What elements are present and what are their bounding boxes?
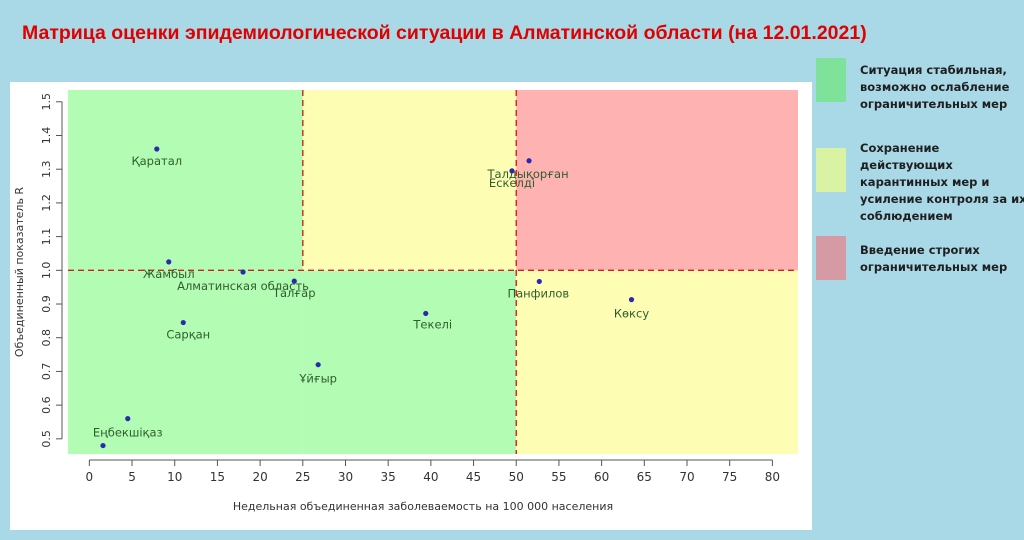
scatter-chart: 0 5 10 15 20 25 30 35 40 45 50 55 60 65 70 75 80 0.5 0.6 0.… bbox=[13, 90, 798, 513]
point-label: Сарқан bbox=[166, 328, 210, 342]
x-tick-label: 10 bbox=[167, 470, 182, 484]
data-point bbox=[536, 278, 542, 285]
chart-title: Матрица оценки эпидемиологической ситуац… bbox=[22, 22, 867, 44]
zone-stable-left bbox=[68, 90, 303, 454]
legend-swatch-stable bbox=[816, 58, 846, 102]
point-label: Талғар bbox=[272, 286, 316, 300]
x-tick-label: 30 bbox=[338, 470, 353, 484]
y-tick-label: 1.3 bbox=[40, 160, 53, 178]
y-tick-label: 1.4 bbox=[40, 127, 53, 145]
zone-maintain-top bbox=[302, 90, 517, 271]
data-point bbox=[180, 319, 186, 326]
data-point bbox=[509, 168, 515, 174]
x-tick-label: 5 bbox=[128, 470, 136, 484]
legend-swatch-maintain bbox=[816, 148, 846, 192]
legend-label-maintain: Сохранение действующих карантинных мер и… bbox=[860, 141, 1024, 223]
data-point bbox=[526, 158, 532, 164]
x-tick-label: 0 bbox=[86, 470, 94, 484]
y-tick-label: 0.6 bbox=[40, 396, 53, 414]
x-tick-label: 20 bbox=[252, 470, 267, 484]
point-label: Ескелді bbox=[489, 176, 535, 190]
zone-stable-bottom bbox=[302, 270, 517, 454]
point-label: Текелі bbox=[412, 317, 452, 331]
x-axis-label: Недельная объединенная заболеваемость на… bbox=[233, 500, 613, 513]
y-tick-label: 0.7 bbox=[40, 363, 53, 381]
y-tick-label: 1.5 bbox=[40, 93, 53, 111]
point-label: Қаратал bbox=[131, 154, 182, 168]
x-tick-label: 80 bbox=[765, 470, 780, 484]
x-tick-label: 40 bbox=[423, 470, 438, 484]
chart-panel: 0 5 10 15 20 25 30 35 40 45 50 55 60 65 70 75 80 0.5 0.6 0.… bbox=[10, 82, 812, 530]
data-point bbox=[628, 297, 635, 303]
point-label: Ұйғыр bbox=[298, 372, 337, 386]
legend-label-stable: Ситуация стабильная, возможно ослабление… bbox=[860, 63, 1010, 111]
data-point bbox=[100, 442, 106, 449]
x-tick-label: 70 bbox=[679, 470, 694, 484]
y-tick-label: 1.1 bbox=[40, 228, 53, 246]
x-tick-label: 25 bbox=[295, 470, 310, 484]
point-label: Еңбекшіқаз bbox=[93, 426, 163, 440]
x-tick-label: 60 bbox=[594, 470, 609, 484]
x-tick-label: 15 bbox=[210, 470, 225, 484]
point-label: Жамбыл bbox=[143, 267, 195, 281]
data-point bbox=[240, 269, 246, 275]
zone-strict bbox=[516, 90, 798, 271]
data-point bbox=[315, 362, 321, 368]
point-label: Талдықорған bbox=[487, 167, 569, 181]
data-point bbox=[154, 146, 160, 152]
legend: Ситуация стабильная, возможно ослабление… bbox=[812, 56, 1024, 296]
point-label: Көксу bbox=[614, 307, 649, 321]
y-tick-label: 0.8 bbox=[40, 329, 53, 347]
y-tick-label: 0.5 bbox=[40, 430, 53, 448]
legend-label-strict: Введение строгих ограничительных мер bbox=[860, 243, 1008, 274]
x-tick-label: 65 bbox=[637, 470, 652, 484]
data-point bbox=[166, 259, 172, 265]
y-tick-label: 1.2 bbox=[40, 194, 53, 212]
y-tick-label: 0.9 bbox=[40, 295, 53, 313]
x-tick-label: 35 bbox=[381, 470, 396, 484]
point-label: Панфилов bbox=[507, 286, 569, 300]
data-point bbox=[125, 416, 131, 422]
x-tick-label: 50 bbox=[509, 470, 524, 484]
legend-swatch-strict bbox=[816, 236, 846, 280]
x-tick-label: 45 bbox=[466, 470, 481, 484]
x-tick-label: 55 bbox=[551, 470, 566, 484]
data-point bbox=[423, 310, 429, 317]
point-label: Алматинская область bbox=[177, 279, 309, 293]
y-axis-label: Объединенный показатель R bbox=[13, 187, 26, 357]
y-tick-label: 1.0 bbox=[40, 262, 53, 280]
x-tick-label: 75 bbox=[722, 470, 737, 484]
zone-maintain-right bbox=[516, 270, 798, 454]
data-point bbox=[291, 278, 297, 284]
